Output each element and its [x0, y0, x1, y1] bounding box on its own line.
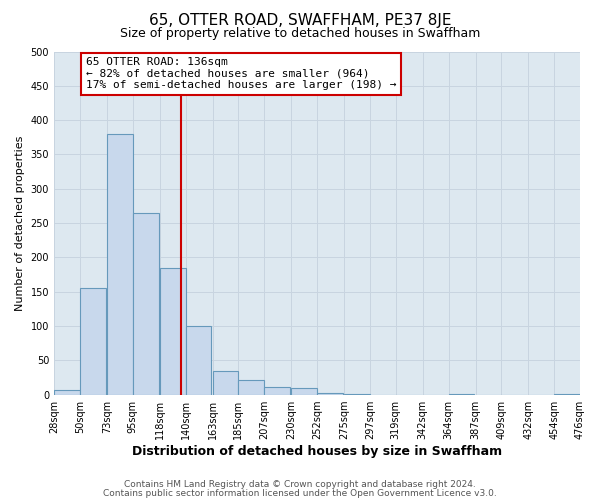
Text: 65 OTTER ROAD: 136sqm
← 82% of detached houses are smaller (964)
17% of semi-det: 65 OTTER ROAD: 136sqm ← 82% of detached …: [86, 57, 396, 90]
Bar: [133, 212, 158, 394]
Bar: [238, 380, 264, 394]
Bar: [264, 387, 290, 394]
X-axis label: Distribution of detached houses by size in Swaffham: Distribution of detached houses by size …: [132, 444, 502, 458]
Text: Contains HM Land Registry data © Crown copyright and database right 2024.: Contains HM Land Registry data © Crown c…: [124, 480, 476, 489]
Text: Contains public sector information licensed under the Open Government Licence v3: Contains public sector information licen…: [103, 490, 497, 498]
Y-axis label: Number of detached properties: Number of detached properties: [15, 136, 25, 310]
Bar: [160, 268, 185, 394]
Text: 65, OTTER ROAD, SWAFFHAM, PE37 8JE: 65, OTTER ROAD, SWAFFHAM, PE37 8JE: [149, 12, 451, 28]
Bar: [80, 288, 106, 395]
Bar: [212, 370, 238, 394]
Bar: [54, 390, 80, 394]
Bar: [291, 388, 317, 394]
Bar: [185, 326, 211, 394]
Bar: [317, 393, 343, 394]
Bar: [107, 134, 133, 394]
Text: Size of property relative to detached houses in Swaffham: Size of property relative to detached ho…: [120, 28, 480, 40]
